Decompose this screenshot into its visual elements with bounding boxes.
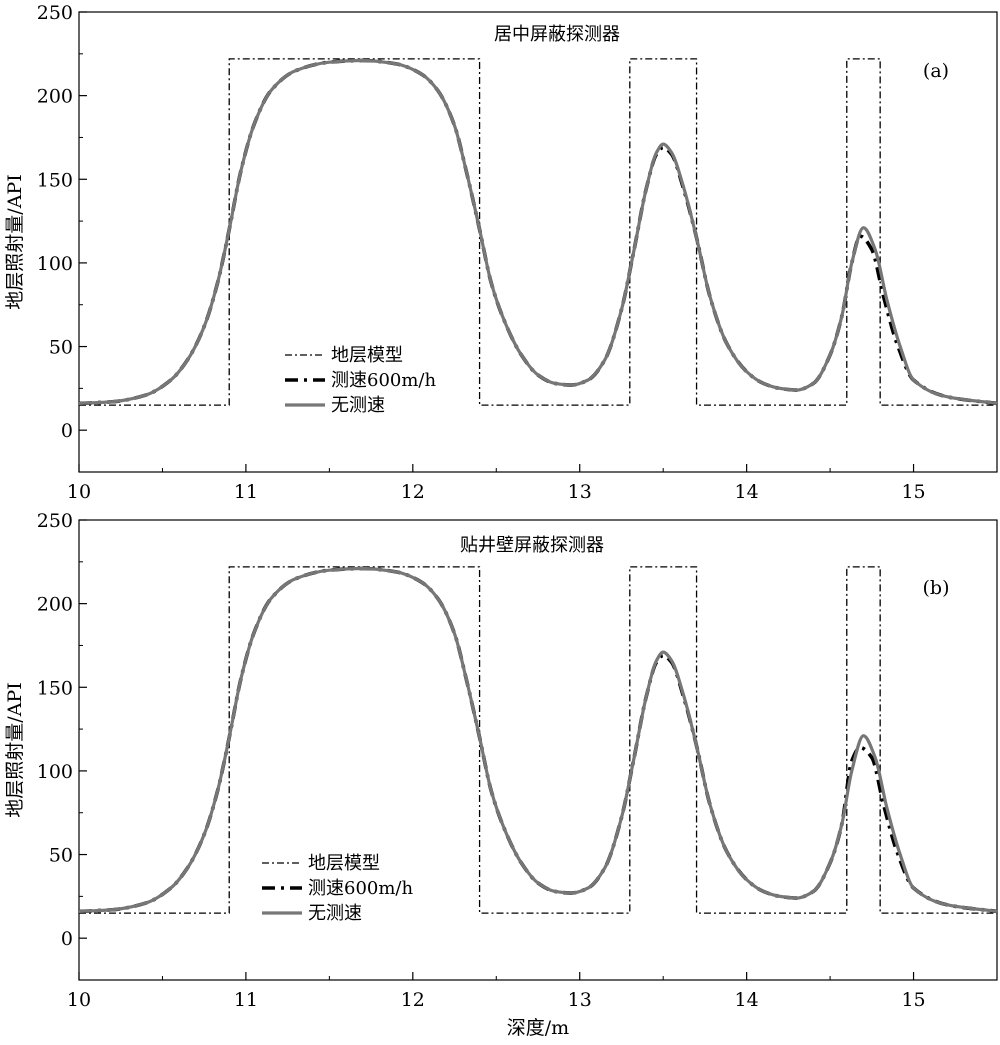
panel-label: (b)	[923, 577, 950, 599]
plot-frame	[78, 519, 998, 981]
y-tick-label: 250	[37, 510, 73, 532]
legend-label: 测速600m/h	[308, 878, 413, 899]
y-tick-label: 50	[49, 337, 73, 359]
legend-label: 地层模型	[308, 853, 380, 874]
y-tick-label: 0	[61, 420, 73, 442]
legend-label: 无测速	[308, 903, 362, 924]
x-tick-label: 12	[401, 989, 425, 1011]
panel-label: (a)	[923, 60, 949, 82]
y-tick-label: 250	[37, 2, 73, 24]
x-axis-label: 深度/m	[507, 1017, 569, 1039]
y-axis-label: 地层照射量/API	[4, 174, 26, 309]
x-tick-label: 13	[568, 989, 592, 1011]
x-tick-label: 14	[735, 481, 759, 503]
chart-title: 居中屏蔽探测器	[494, 24, 620, 45]
x-tick-label: 10	[67, 989, 91, 1011]
chart-title: 贴井壁屏蔽探测器	[460, 535, 604, 556]
y-tick-label: 100	[37, 253, 73, 275]
x-tick-label: 15	[901, 481, 925, 503]
panel-b: 10 11 12 13 14 15050100150200250贴井壁屏蔽探测器(b)地层…	[4, 510, 998, 1039]
series-line	[79, 566, 997, 914]
series-line	[78, 566, 998, 914]
x-tick-label: 14	[735, 989, 759, 1011]
y-tick-label: 200	[37, 594, 73, 616]
y-tick-label: 150	[37, 169, 73, 191]
x-tick-label: 11	[234, 481, 258, 503]
y-axis-label: 地层照射量/API	[4, 682, 26, 817]
legend-label: 无测速	[331, 395, 385, 416]
panel-a: 10 11 12 13 14 15050100150200250居中屏蔽探测器(a)地层照…	[4, 2, 998, 503]
y-tick-label: 100	[37, 761, 73, 783]
legend-label: 测速600m/h	[331, 370, 436, 391]
series-line	[79, 58, 997, 406]
x-tick-label: 12	[401, 481, 425, 503]
plot-frame	[78, 11, 998, 473]
y-tick-label: 0	[61, 928, 73, 950]
series-line	[78, 58, 998, 406]
x-tick-label: 11	[234, 989, 258, 1011]
legend-label: 地层模型	[331, 345, 403, 366]
x-tick-label: 15	[901, 989, 925, 1011]
y-tick-label: 50	[49, 845, 73, 867]
y-tick-label: 150	[37, 677, 73, 699]
x-tick-label: 13	[568, 481, 592, 503]
y-tick-label: 200	[37, 86, 73, 108]
x-tick-label: 10	[67, 481, 91, 503]
